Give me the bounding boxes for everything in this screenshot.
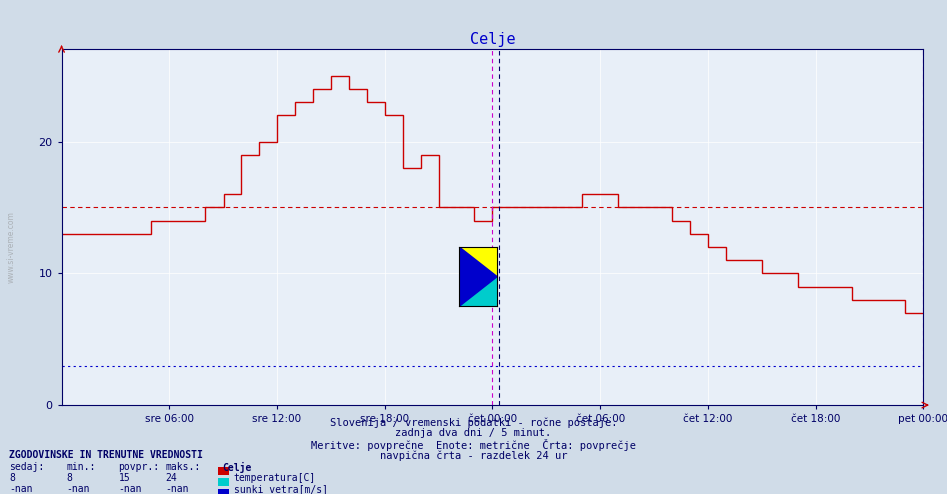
Text: zadnja dva dni / 5 minut.: zadnja dva dni / 5 minut. xyxy=(396,428,551,438)
Polygon shape xyxy=(459,247,497,306)
Text: www.si-vreme.com: www.si-vreme.com xyxy=(7,211,16,283)
Text: temperatura[C]: temperatura[C] xyxy=(234,473,316,483)
Text: Slovenija / vremenski podatki - ročne postaje.: Slovenija / vremenski podatki - ročne po… xyxy=(330,417,617,428)
Text: -nan: -nan xyxy=(118,484,142,494)
Title: Celje: Celje xyxy=(470,32,515,47)
Text: -nan: -nan xyxy=(9,484,33,494)
Text: maks.:: maks.: xyxy=(166,462,201,472)
Text: 8: 8 xyxy=(66,473,72,483)
Text: navpična črta - razdelek 24 ur: navpična črta - razdelek 24 ur xyxy=(380,450,567,460)
Text: min.:: min.: xyxy=(66,462,96,472)
Text: povpr.:: povpr.: xyxy=(118,462,159,472)
Text: sedaj:: sedaj: xyxy=(9,462,45,472)
Text: ZGODOVINSKE IN TRENUTNE VREDNOSTI: ZGODOVINSKE IN TRENUTNE VREDNOSTI xyxy=(9,450,204,459)
Text: Meritve: povprečne  Enote: metrične  Črta: povprečje: Meritve: povprečne Enote: metrične Črta:… xyxy=(311,439,636,451)
Polygon shape xyxy=(459,277,497,306)
Text: 24: 24 xyxy=(166,473,177,483)
Text: 15: 15 xyxy=(118,473,130,483)
Text: -nan: -nan xyxy=(66,484,90,494)
Text: Celje: Celje xyxy=(223,462,252,473)
Text: -nan: -nan xyxy=(166,484,189,494)
Text: sunki vetra[m/s]: sunki vetra[m/s] xyxy=(234,484,328,494)
Text: 8: 8 xyxy=(9,473,15,483)
